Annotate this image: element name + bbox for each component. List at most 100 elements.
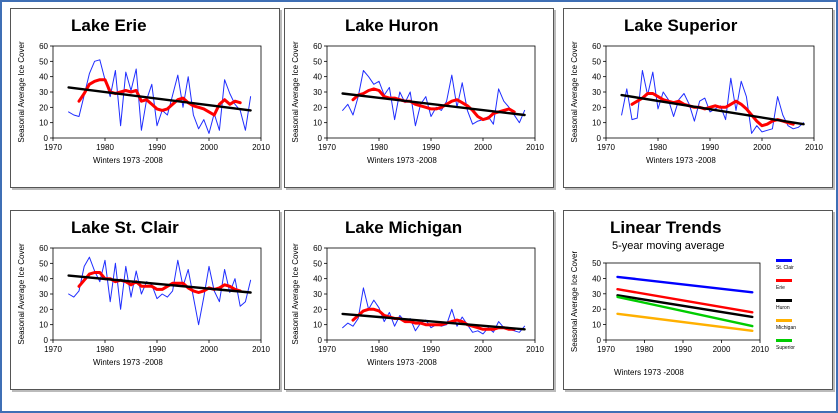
- y-tick-label: 10: [39, 119, 48, 128]
- panel-lake-st-clair: Lake St. Clair 0 10 20 30 40 50 60 1970 1980 1990 2…: [10, 210, 280, 390]
- x-tick-label: 1990: [674, 345, 692, 354]
- panel-lake-erie: Lake Erie 0 10 20 30 40 50 60 1970 1980 1990 2000 20…: [10, 8, 280, 188]
- y-tick-label: 50: [592, 259, 601, 268]
- x-tick-label: 1990: [148, 143, 166, 152]
- annual-series-line: [342, 70, 526, 127]
- x-axis-label: Winters 1973 -2008: [367, 156, 437, 165]
- x-tick-label: 2000: [474, 143, 492, 152]
- x-tick-label: 1990: [148, 345, 166, 354]
- chart-lake-michigan: Lake Michigan 0 10 20 30 40 50 60 1970 1980 1990 20…: [291, 218, 544, 367]
- x-tick-label: 1970: [44, 143, 62, 152]
- annual-series-line: [68, 256, 252, 326]
- y-tick-label: 40: [592, 73, 601, 82]
- legend-swatch-michigan: [776, 319, 792, 322]
- y-tick-label: 30: [313, 88, 322, 97]
- legend-swatch-erie: [776, 279, 792, 282]
- chart-lake-st-clair: Lake St. Clair 0 10 20 30 40 50 60 1970 1980 1990 2…: [17, 218, 270, 367]
- x-axis-label: Winters 1973 -2008: [367, 358, 437, 367]
- y-tick-label: 50: [313, 259, 322, 268]
- plot-area: [326, 45, 536, 139]
- panel-lake-superior: Lake Superior 0 10 20 30 40 50 60 1970 1980 1990 20…: [563, 8, 833, 188]
- y-tick-label: 0: [44, 336, 49, 345]
- x-tick-label: 2010: [526, 143, 544, 152]
- y-tick-label: 20: [39, 305, 48, 314]
- y-tick-label: 50: [39, 57, 48, 66]
- chart-title: Lake St. Clair: [71, 218, 179, 237]
- x-tick-label: 1990: [422, 143, 440, 152]
- y-tick-label: 50: [313, 57, 322, 66]
- x-tick-label: 1970: [597, 143, 615, 152]
- chart-subtitle: 5-year moving average: [612, 240, 725, 252]
- y-axis-label: Seasonal Average Ice Cover: [291, 243, 300, 345]
- x-tick-label: 2010: [526, 345, 544, 354]
- y-tick-label: 0: [318, 336, 323, 345]
- trend-line-erie: [616, 287, 754, 314]
- moving-average-line: [630, 92, 795, 128]
- x-axis-label: Winters 1973 -2008: [93, 156, 163, 165]
- legend-swatch-huron: [776, 299, 792, 302]
- legend-label-st-clair: St. Clair: [776, 265, 794, 271]
- y-tick-label: 30: [39, 290, 48, 299]
- linear-trend-line: [620, 93, 805, 126]
- x-tick-label: 1970: [597, 345, 615, 354]
- x-tick-label: 2010: [751, 345, 769, 354]
- panel-lake-huron: Lake Huron 0 10 20 30 40 50 60 1970 1980 1990 2000 2…: [284, 8, 554, 188]
- x-axis-label: Winters 1973 -2008: [614, 368, 684, 377]
- y-tick-label: 20: [592, 305, 601, 314]
- legend-label-huron: Huron: [776, 305, 790, 311]
- y-axis-label: Seasonal Average Ice Cover: [570, 251, 579, 353]
- trend-line-st-clair: [616, 275, 754, 294]
- chart-title: Lake Superior: [624, 16, 738, 35]
- annual-series-line: [68, 59, 252, 134]
- y-tick-label: 30: [592, 290, 601, 299]
- y-tick-label: 50: [592, 57, 601, 66]
- y-tick-label: 50: [39, 259, 48, 268]
- x-tick-label: 1980: [96, 345, 114, 354]
- x-tick-label: 1990: [701, 143, 719, 152]
- x-tick-label: 1970: [318, 143, 336, 152]
- y-axis-label: Seasonal Average Ice Cover: [570, 41, 579, 143]
- x-tick-label: 2010: [252, 143, 270, 152]
- y-axis-label: Seasonal Average Ice Cover: [17, 41, 26, 143]
- legend-swatch-st-clair: [776, 259, 792, 262]
- x-axis-label: Winters 1973 -2008: [93, 358, 163, 367]
- x-tick-label: 1980: [370, 143, 388, 152]
- x-tick-label: 2010: [252, 345, 270, 354]
- y-tick-label: 20: [39, 103, 48, 112]
- x-tick-label: 1980: [649, 143, 667, 152]
- linear-trend-line: [67, 274, 252, 294]
- panel-linear-trends: Linear Trends 5-year moving average 0 10 20 3…: [563, 210, 833, 390]
- legend-label-michigan: Michigan: [776, 325, 796, 331]
- x-tick-label: 1970: [44, 345, 62, 354]
- y-tick-label: 0: [597, 134, 602, 143]
- x-axis-label: Winters 1973 -2008: [646, 156, 716, 165]
- y-tick-label: 60: [39, 42, 48, 51]
- trend-line-michigan: [616, 312, 754, 333]
- y-axis-label: Seasonal Average Ice Cover: [17, 243, 26, 345]
- x-tick-label: 1980: [96, 143, 114, 152]
- panel-lake-michigan: Lake Michigan 0 10 20 30 40 50 60 1970 1980 1990 20…: [284, 210, 554, 390]
- y-tick-label: 60: [313, 244, 322, 253]
- legend-label-erie: Erie: [776, 285, 785, 291]
- x-tick-label: 2000: [200, 345, 218, 354]
- chart-lake-huron: Lake Huron 0 10 20 30 40 50 60 1970 1980 1990 2000 2…: [291, 16, 544, 165]
- chart-title: Lake Huron: [345, 16, 439, 35]
- chart-lake-erie: Lake Erie 0 10 20 30 40 50 60 1970 1980 1990 2000 20…: [17, 16, 270, 165]
- y-tick-label: 0: [44, 134, 49, 143]
- y-tick-label: 20: [313, 103, 322, 112]
- chart-title: Lake Michigan: [345, 218, 462, 237]
- moving-average-line: [351, 87, 516, 122]
- trend-line-huron: [616, 294, 754, 319]
- plot-area: [605, 45, 815, 139]
- linear-trend-line: [67, 86, 252, 112]
- y-tick-label: 40: [39, 275, 48, 284]
- linear-trend-line: [341, 92, 526, 117]
- y-tick-label: 10: [39, 321, 48, 330]
- y-tick-label: 40: [592, 274, 601, 283]
- y-tick-label: 10: [313, 119, 322, 128]
- y-tick-label: 40: [313, 73, 322, 82]
- moving-average-line: [351, 307, 516, 331]
- y-tick-label: 30: [313, 290, 322, 299]
- x-tick-label: 2000: [753, 143, 771, 152]
